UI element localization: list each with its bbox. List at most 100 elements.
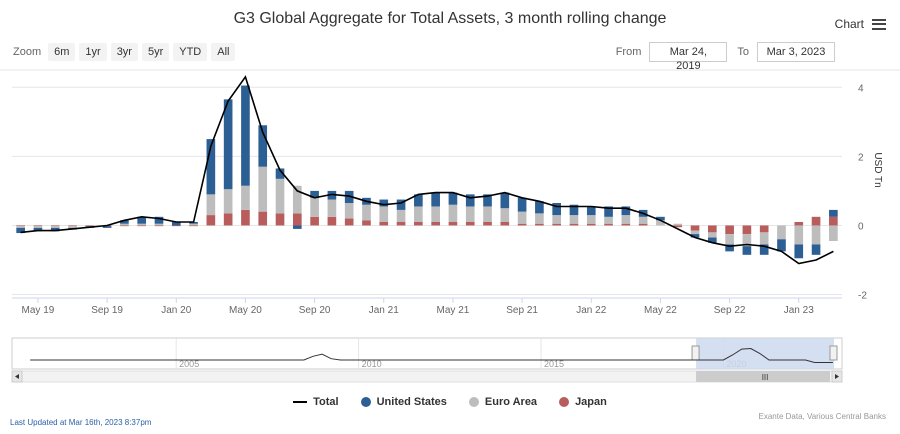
bar-japan [725, 225, 734, 235]
bar-euro-area [604, 216, 613, 224]
scrollbar-grip-icon[interactable]: III [762, 373, 769, 382]
legend-label-total: Total [313, 396, 339, 408]
bar-japan [362, 220, 371, 226]
legend-item-euro-area[interactable]: Euro Area [468, 396, 537, 408]
bar-euro-area [742, 234, 752, 247]
navigator-year-label: 2015 [544, 359, 564, 369]
bar-euro-area [811, 225, 821, 245]
bar-japan [707, 225, 717, 233]
bar-japan [171, 225, 181, 227]
bar-euro-area [673, 223, 683, 226]
bar-euro-area [465, 206, 475, 222]
bar-euro-area [275, 178, 285, 214]
bar-euro-area [517, 211, 527, 224]
bar-japan [344, 218, 354, 226]
bar-japan [189, 225, 198, 227]
bar-united-states [604, 206, 613, 217]
zoom-button-ytd[interactable]: YTD [173, 43, 208, 61]
zoom-button-all[interactable]: All [211, 43, 236, 61]
bar-euro-area [638, 216, 648, 224]
bar-united-states [241, 85, 250, 186]
bar-euro-area [707, 232, 717, 238]
bar-euro-area [829, 225, 838, 241]
from-date-input[interactable]: Mar 24, 2019 [649, 42, 728, 72]
zoom-button-5yr[interactable]: 5yr [141, 43, 170, 61]
bar-united-states [465, 194, 475, 207]
bar-japan [327, 216, 337, 226]
bar-japan [690, 225, 700, 231]
bar-united-states [102, 226, 112, 228]
bar-japan [673, 225, 683, 228]
bar-euro-area [327, 199, 337, 217]
bar-united-states [552, 203, 562, 216]
x-tick-label: Sep 19 [91, 305, 123, 316]
bar-euro-area [483, 206, 492, 222]
bar-japan [414, 222, 423, 226]
bar-united-states [258, 125, 268, 167]
legend-swatch-japan [559, 397, 570, 407]
bar-euro-area [777, 225, 786, 240]
bar-japan [586, 223, 596, 226]
navigator-left-handle[interactable] [691, 345, 700, 361]
hamburger-menu-icon[interactable] [872, 18, 886, 30]
navigator-series-line [30, 347, 833, 363]
x-tick-label: Jan 22 [576, 305, 606, 316]
bar-japan [569, 223, 579, 226]
scrollbar-thumb[interactable] [696, 371, 830, 382]
bar-euro-area [586, 215, 596, 224]
bar-euro-area [68, 226, 77, 228]
bar-united-states [483, 194, 492, 207]
bar-japan [742, 225, 752, 235]
bar-united-states [742, 246, 752, 255]
bar-united-states [414, 194, 423, 207]
zoom-controls: Zoom 6m 1yr 3yr 5yr YTD All [13, 43, 236, 61]
legend-swatch-total [293, 401, 308, 403]
legend-item-total[interactable]: Total [293, 396, 339, 408]
bar-united-states [829, 209, 838, 217]
to-date-input[interactable]: Mar 3, 2023 [757, 42, 835, 62]
y-tick-label: 0 [858, 221, 864, 232]
bar-japan [292, 213, 302, 226]
bar-japan [829, 216, 838, 226]
bar-japan [223, 213, 233, 226]
bar-united-states [275, 168, 285, 179]
bar-united-states [569, 204, 579, 216]
bar-japan [50, 225, 60, 227]
x-tick-label: Jan 21 [369, 305, 399, 316]
navigator-right-handle[interactable] [829, 345, 838, 361]
zoom-label: Zoom [13, 46, 42, 58]
chart-legend: Total United States Euro Area Japan [0, 396, 900, 408]
from-label: From [615, 46, 642, 58]
bar-japan [552, 223, 562, 226]
legend-label-japan: Japan [575, 396, 607, 408]
bar-japan [241, 209, 250, 226]
bar-japan [483, 222, 492, 226]
bar-euro-area [344, 203, 354, 219]
navigator-selected-range[interactable] [696, 338, 834, 369]
bar-united-states [725, 244, 734, 252]
bar-united-states [656, 216, 665, 221]
bar-euro-area [310, 197, 319, 217]
bar-japan [16, 225, 25, 227]
bar-japan [33, 225, 43, 227]
x-tick-label: May 19 [22, 305, 55, 316]
bar-united-states [759, 244, 769, 255]
legend-item-united-states[interactable]: United States [360, 396, 447, 408]
bar-united-states [344, 190, 354, 203]
zoom-button-1yr[interactable]: 1yr [79, 43, 107, 61]
bar-euro-area [431, 206, 440, 222]
bar-united-states [690, 234, 700, 238]
zoom-button-3yr[interactable]: 3yr [110, 43, 138, 61]
bar-japan [275, 213, 285, 226]
bar-japan [379, 222, 389, 226]
bar-euro-area [189, 223, 198, 226]
credits-text[interactable]: Exante Data, Various Central Banks [758, 412, 886, 421]
bar-united-states [500, 192, 510, 209]
chart-menu[interactable]: Chart [835, 17, 886, 31]
legend-item-japan[interactable]: Japan [559, 396, 607, 408]
bar-united-states [811, 244, 821, 255]
zoom-button-6m[interactable]: 6m [48, 43, 76, 61]
bar-euro-area [535, 213, 544, 224]
bar-united-states [50, 227, 60, 232]
legend-label-united-states: United States [376, 396, 447, 408]
